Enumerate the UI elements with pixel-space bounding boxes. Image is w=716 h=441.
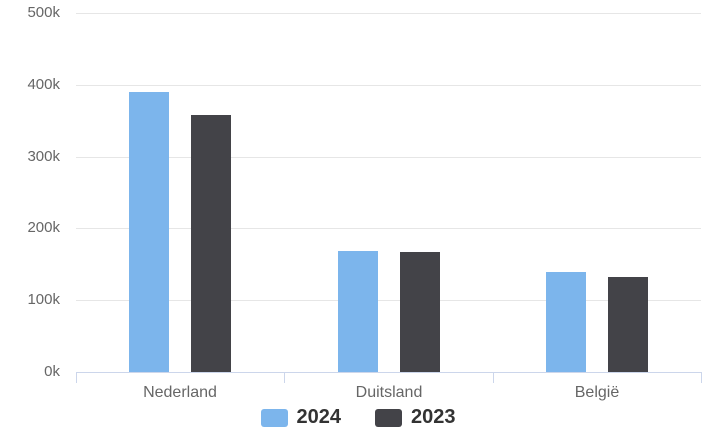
x-axis-label-duitsland: Duitsland bbox=[355, 384, 423, 401]
y-axis-label-100k: 100k bbox=[27, 291, 60, 308]
legend-swatch-2023 bbox=[375, 408, 402, 427]
x-axis-line bbox=[76, 372, 702, 373]
y-axis-label-200k: 200k bbox=[27, 219, 60, 236]
legend-label-2023: 2023 bbox=[411, 406, 456, 428]
bar-2024-nederland[interactable] bbox=[129, 92, 169, 372]
y-axis-label-0k: 0k bbox=[44, 363, 60, 380]
bar-2023-belgi-[interactable] bbox=[608, 277, 648, 372]
x-axis-tick bbox=[493, 372, 494, 383]
x-axis-tick bbox=[701, 372, 702, 383]
gridline-400k bbox=[76, 85, 701, 86]
x-axis-tick bbox=[76, 372, 77, 383]
x-axis-label-belgi-: België bbox=[574, 384, 620, 401]
x-axis-tick bbox=[284, 372, 285, 383]
gridline-200k bbox=[76, 228, 701, 229]
bar-2023-nederland[interactable] bbox=[191, 115, 231, 372]
bar-2023-duitsland[interactable] bbox=[400, 252, 440, 372]
legend-item-2023[interactable]: 2023 bbox=[375, 406, 456, 429]
y-axis-label-500k: 500k bbox=[27, 4, 60, 21]
bar-2024-duitsland[interactable] bbox=[338, 251, 378, 372]
bar-2024-belgi-[interactable] bbox=[546, 272, 586, 372]
legend-label-2024: 2024 bbox=[296, 406, 342, 428]
y-axis-label-300k: 300k bbox=[27, 148, 60, 165]
legend-item-2024[interactable]: 2024 bbox=[260, 406, 342, 429]
legend-swatch-2024 bbox=[260, 408, 288, 427]
gridline-300k bbox=[76, 157, 701, 158]
legend: 2024 2023 bbox=[0, 406, 716, 429]
gridline-500k bbox=[76, 13, 701, 14]
gridline-100k bbox=[76, 300, 701, 301]
x-axis-label-nederland: Nederland bbox=[143, 384, 217, 401]
y-axis-label-400k: 400k bbox=[27, 76, 60, 93]
